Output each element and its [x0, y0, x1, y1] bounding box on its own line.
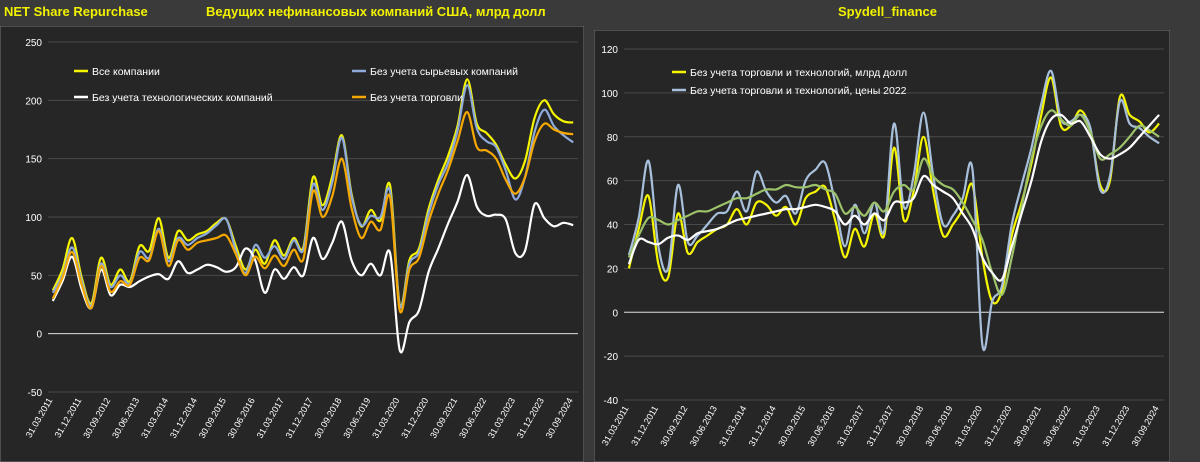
- left-chart-title: NET Share Repurchase: [4, 4, 148, 19]
- legend-label: Без учета торговли и технологий, цены 20…: [690, 85, 907, 97]
- series-line-3: [627, 109, 1160, 296]
- y-tick-label: 20: [607, 264, 619, 275]
- legend-label: Без учета сырьевых компаний: [370, 66, 518, 78]
- series-line-4: [51, 110, 574, 314]
- right-chart-title: Spydell_finance: [838, 4, 937, 19]
- right-chart: -40-2002040608010012031.03.201131.12.201…: [594, 30, 1170, 462]
- y-tick-label: -20: [604, 352, 619, 363]
- left-chart: -5005010015020025031.03.201131.12.201130…: [0, 26, 584, 462]
- y-tick-label: 80: [607, 133, 619, 144]
- y-tick-label: 100: [25, 213, 42, 224]
- y-tick-label: 50: [31, 271, 43, 282]
- legend-label: Без учета торговли: [370, 92, 463, 104]
- subtitle: Ведущих нефинансовых компаний США, млрд …: [206, 4, 546, 19]
- y-tick-label: 120: [601, 45, 618, 56]
- series-line-4: [627, 113, 1160, 282]
- legend-label: Без учета торговли и технологий, млрд до…: [690, 67, 907, 79]
- legend-label: Без учета технологических компаний: [92, 92, 273, 104]
- y-tick-label: 200: [25, 96, 42, 107]
- y-tick-label: -50: [28, 388, 43, 399]
- legend-label: Все компании: [92, 66, 160, 78]
- series-line-2: [51, 84, 574, 309]
- y-tick-label: 40: [607, 221, 619, 232]
- y-tick-label: 150: [25, 155, 42, 166]
- y-tick-label: 0: [36, 330, 42, 341]
- series-line-3: [51, 173, 574, 354]
- y-tick-label: 250: [25, 38, 42, 49]
- y-tick-label: 100: [601, 89, 618, 100]
- y-tick-label: 60: [607, 177, 619, 188]
- y-tick-label: 0: [612, 308, 618, 319]
- y-tick-label: -40: [604, 396, 619, 407]
- series-line-1: [51, 78, 574, 308]
